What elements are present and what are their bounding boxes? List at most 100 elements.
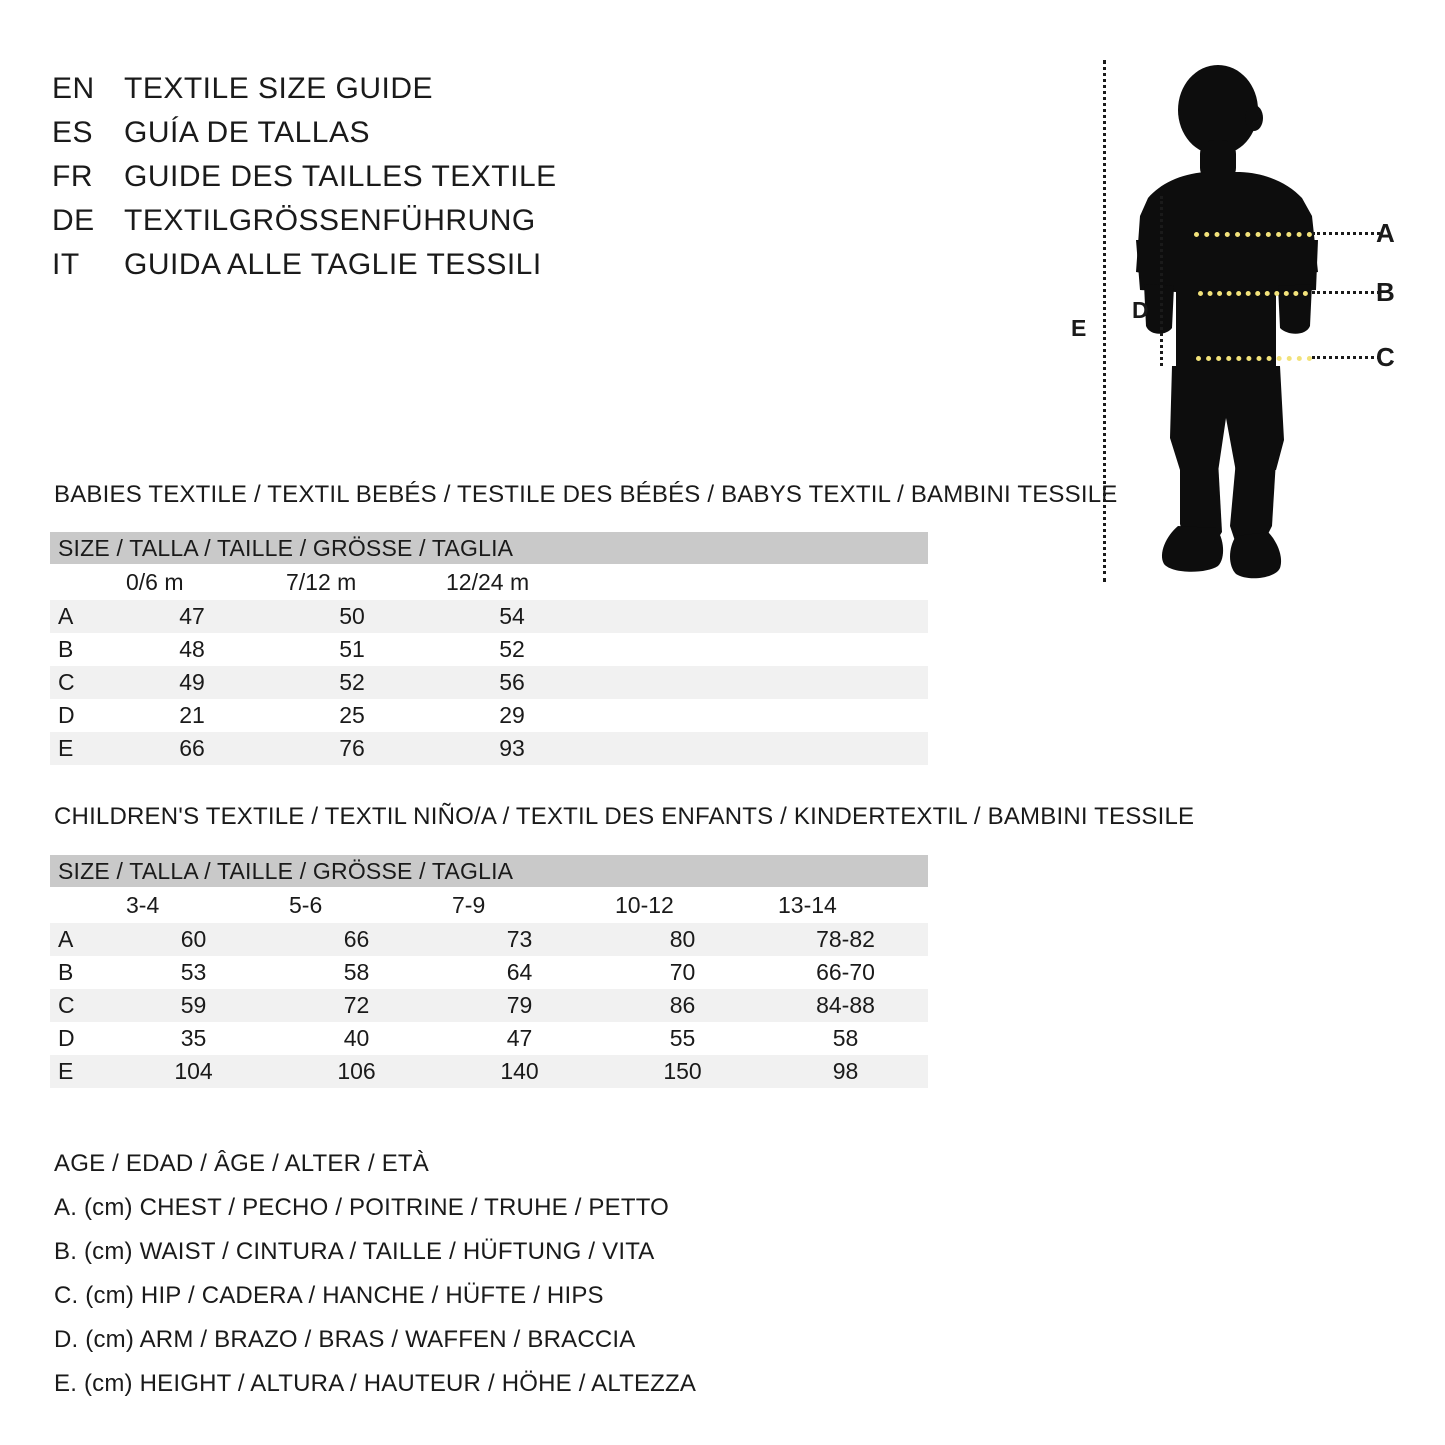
table-cell: 66 [343,926,370,952]
table-cell: 56 [499,669,525,695]
table-cell: 35 [180,1025,207,1051]
child-silhouette-icon [1136,65,1318,579]
height-reference-line-e [1103,60,1106,582]
table-cell: 47 [506,1025,533,1051]
row-key: C [58,669,75,695]
table-row: A 60 66 73 80 78-82 [50,923,928,956]
table-row: B 53 58 64 70 66-70 [50,956,928,989]
table-cell: 140 [500,1058,539,1084]
row-key: B [58,636,74,662]
table-band-label: SIZE / TALLA / TAILLE / GRÖSSE / TAGLIA [58,534,514,561]
row-key: C [58,992,75,1018]
column-header: 3-4 [126,891,160,918]
row-key: D [58,1025,75,1051]
table-cell: 54 [499,603,525,629]
language-title: TEXTILE SIZE GUIDE [124,72,434,105]
figure-label-b: B [1376,277,1395,307]
column-header: 12/24 m [446,568,530,595]
legend-line-waist: B. (cm) WAIST / CINTURA / TAILLE / HÜFTU… [54,1238,655,1265]
hip-measure-line [1196,356,1312,361]
column-header: 5-6 [289,891,323,918]
language-row: FR GUIDE DES TAILLES TEXTILE [52,160,692,204]
table-band-label: SIZE / TALLA / TAILLE / GRÖSSE / TAGLIA [58,857,514,884]
table-cell: 84-88 [816,992,875,1018]
table-cell: 93 [499,735,525,761]
legend-line-hip: C. (cm) HIP / CADERA / HANCHE / HÜFTE / … [54,1282,604,1309]
table-cell: 66-70 [816,959,875,985]
legend-line-arm: D. (cm) ARM / BRAZO / BRAS / WAFFEN / BR… [54,1326,636,1353]
table-cell: 40 [343,1025,370,1051]
table-cell: 53 [180,959,207,985]
language-row: DE TEXTILGRÖSSENFÜHRUNG [52,204,692,248]
table-row: C 59 72 79 86 84-88 [50,989,928,1022]
language-title: GUIDE DES TAILLES TEXTILE [124,160,557,193]
table-cell: 104 [174,1058,213,1084]
table-cell: 49 [179,669,205,695]
language-code: FR [52,160,93,193]
column-header: 7-9 [452,891,486,918]
table-cell: 64 [506,959,533,985]
row-key: E [58,735,74,761]
table-row: E 104 106 140 150 98 [50,1055,928,1088]
chest-measure-line [1194,232,1312,237]
figure-label-a: A [1376,218,1395,248]
table-cell: 98 [832,1058,859,1084]
table-cell: 58 [343,959,370,985]
figure-label-c: C [1376,342,1395,372]
language-title: TEXTILGRÖSSENFÜHRUNG [124,204,536,237]
table-row: C 49 52 56 [50,666,928,699]
table-cell: 55 [669,1025,696,1051]
column-header: 10-12 [615,891,674,918]
table-cell: 59 [180,992,207,1018]
language-row: EN TEXTILE SIZE GUIDE [52,72,692,116]
language-title: GUÍA DE TALLAS [124,116,370,149]
row-key: B [58,959,74,985]
column-header: 7/12 m [286,568,357,595]
table-cell: 70 [669,959,696,985]
language-title-block: EN TEXTILE SIZE GUIDE ES GUÍA DE TALLAS … [52,72,692,292]
chest-leader-line [1312,232,1380,235]
table-cell: 25 [339,702,365,728]
babies-size-table: SIZE / TALLA / TAILLE / GRÖSSE / TAGLIA … [50,532,928,765]
row-key: A [58,603,74,629]
table-cell: 76 [339,735,365,761]
figure-label-d: D [1132,297,1149,323]
table-cell: 79 [506,992,533,1018]
legend-line-age: AGE / EDAD / ÂGE / ALTER / ETÀ [54,1150,429,1177]
table-cell: 47 [179,603,205,629]
column-header: 0/6 m [126,568,184,595]
table-row: E 66 76 93 [50,732,928,765]
legend-line-chest: A. (cm) CHEST / PECHO / POITRINE / TRUHE… [54,1194,670,1221]
table-column-header-row: 0/6 m 7/12 m 12/24 m [50,564,928,600]
language-row: IT GUIDA ALLE TAGLIE TESSILI [52,248,692,292]
table-cell: 51 [339,636,365,662]
table-cell: 106 [337,1058,376,1084]
row-key: E [58,1058,74,1084]
arm-reference-line-d [1160,196,1163,366]
legend-line-height: E. (cm) HEIGHT / ALTURA / HAUTEUR / HÖHE… [54,1370,697,1397]
table-column-header-row: 3-4 5-6 7-9 10-12 13-14 [50,887,928,923]
language-code: DE [52,204,95,237]
table-row: D 35 40 47 55 58 [50,1022,928,1055]
table-cell: 66 [179,735,205,761]
table-cell: 86 [669,992,696,1018]
table-header-band: SIZE / TALLA / TAILLE / GRÖSSE / TAGLIA [50,532,928,564]
measurement-legend: AGE / EDAD / ÂGE / ALTER / ETÀ A. (cm) C… [54,1142,814,1406]
hip-leader-line [1312,356,1380,359]
waist-leader-line [1312,291,1380,294]
row-key: D [58,702,75,728]
table-cell: 78-82 [816,926,875,952]
table-cell: 58 [832,1025,859,1051]
table-cell: 72 [343,992,370,1018]
table-cell: 21 [179,702,205,728]
child-figure-diagram: E D A B C [1040,40,1445,600]
table-cell: 150 [663,1058,702,1084]
language-code: EN [52,72,95,105]
language-title: GUIDA ALLE TAGLIE TESSILI [124,248,542,281]
table-row: D 21 25 29 [50,699,928,732]
table-row: A 47 50 54 [50,600,928,633]
language-code: ES [52,116,94,149]
babies-section-title: BABIES TEXTILE / TEXTIL BEBÉS / TESTILE … [54,481,1118,508]
table-cell: 80 [669,926,696,952]
